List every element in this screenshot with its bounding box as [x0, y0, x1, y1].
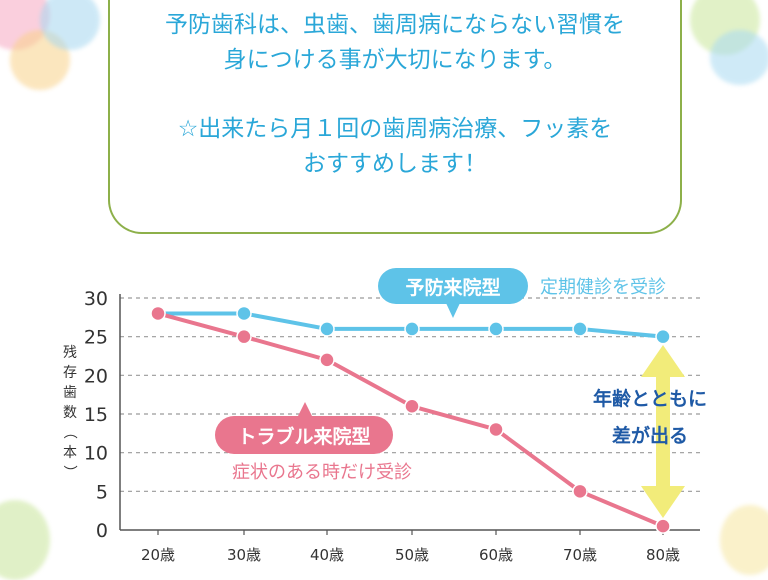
x-tick-label: 30歳	[227, 546, 261, 564]
x-tick-label: 40歳	[310, 546, 344, 564]
y-tick-label: 20	[84, 365, 108, 387]
data-point	[572, 483, 588, 500]
gap-arrow-head-up	[641, 345, 685, 377]
y-label-char: （	[61, 425, 77, 439]
y-label-char: 存	[63, 365, 77, 381]
y-axis: 0 5 10 15 20 25 30	[84, 288, 121, 542]
trouble-badge-pointer	[297, 402, 313, 418]
y-tick-label: 0	[96, 520, 108, 542]
series-group	[150, 305, 671, 534]
note-line-1: 予防歯科は、虫歯、歯周病にならない習慣を	[165, 12, 625, 38]
y-label-char: 残	[63, 345, 77, 361]
prevention-badge-label: 予防来院型	[405, 276, 500, 299]
gap-arrow-head-down	[641, 486, 685, 518]
y-tick-label: 10	[84, 443, 108, 465]
prevention-caption: 定期健診を受診	[540, 277, 666, 298]
x-tick-label: 60歳	[479, 546, 513, 564]
gap-annotation-line-1: 年齢とともに	[593, 387, 707, 410]
y-tick-label: 25	[84, 327, 108, 349]
y-tick-label: 30	[84, 288, 108, 310]
trouble-badge-label: トラブル来院型	[237, 425, 370, 448]
prevention-badge-pointer	[446, 303, 460, 318]
x-axis: 20歳 30歳 40歳 50歳 60歳 70歳 80歳	[120, 529, 700, 564]
data-point	[236, 328, 252, 345]
y-label-char: 歯	[63, 385, 77, 401]
decor-blob	[40, 0, 100, 50]
gap-arrow-shaft	[656, 375, 670, 490]
data-point	[150, 305, 166, 322]
gap-arrow	[641, 345, 685, 518]
y-label-char: 本	[63, 445, 77, 461]
prevention-note: 予防歯科は、虫歯、歯周病にならない習慣を 身につける事が大切になります。 ☆出来…	[108, 0, 682, 234]
note-line-3: ☆出来たら月１回の歯周病治療、フッ素を	[177, 116, 613, 142]
data-point	[655, 328, 671, 345]
grid-lines	[120, 297, 700, 492]
note-line-4: おすすめします！	[303, 151, 487, 177]
data-point	[488, 421, 504, 438]
x-tick-label: 80歳	[646, 546, 680, 564]
x-tick-label: 20歳	[141, 546, 175, 564]
x-tick-label: 70歳	[563, 546, 597, 564]
data-point	[319, 352, 335, 368]
data-point	[319, 321, 335, 337]
trouble-badge	[215, 416, 393, 454]
data-point	[488, 321, 504, 337]
prevention-badge	[378, 268, 528, 304]
data-point	[404, 398, 420, 415]
note-line-2: 身につける事が大切になります。	[223, 47, 567, 73]
decor-blob	[710, 30, 768, 85]
y-label-char: 数	[63, 405, 77, 421]
data-point	[236, 305, 252, 322]
data-point	[572, 321, 588, 337]
data-point	[404, 321, 420, 337]
decor-blob	[720, 505, 768, 575]
trouble-caption: 症状のある時だけ受診	[232, 462, 412, 483]
y-tick-label: 5	[96, 481, 108, 503]
gap-annotation-line-2: 差が出る	[612, 424, 688, 447]
y-tick-label: 15	[84, 404, 108, 426]
data-point	[655, 518, 671, 534]
x-tick-label: 50歳	[395, 546, 429, 564]
y-label-char: ）	[61, 465, 77, 479]
